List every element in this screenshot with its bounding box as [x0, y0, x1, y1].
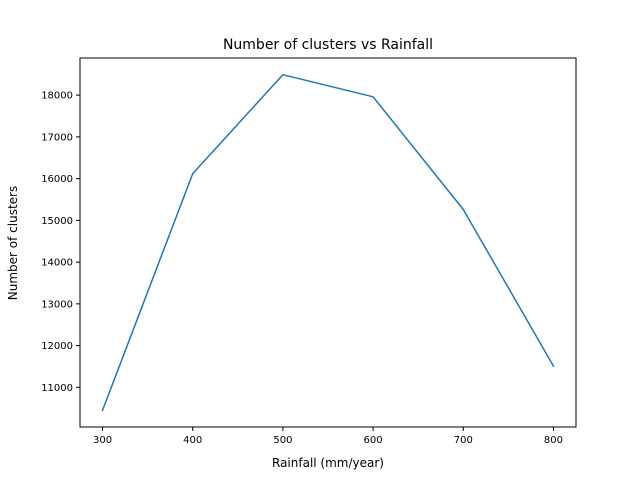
series-line — [101, 73, 555, 412]
x-tick-label: 600 — [364, 435, 383, 446]
x-axis-label: Rainfall (mm/year) — [272, 456, 384, 470]
y-tick-label: 18000 — [41, 91, 73, 102]
data-point — [462, 208, 465, 211]
y-tick-label: 13000 — [41, 299, 73, 310]
plot-frame — [79, 57, 577, 428]
y-axis: 11000 12000 13000 14000 15000 16000 17000 18000 — [41, 91, 80, 394]
y-tick-label: 15000 — [41, 216, 73, 227]
y-axis-label: Number of clusters — [6, 186, 20, 300]
x-tick-label: 800 — [544, 435, 563, 446]
plot-area — [101, 73, 555, 412]
x-tick-label: 700 — [454, 435, 473, 446]
data-point — [552, 365, 555, 367]
data-point — [101, 409, 104, 412]
y-tick-label: 17000 — [41, 132, 73, 143]
x-tick-label: 300 — [93, 435, 112, 446]
y-tick-label: 12000 — [41, 341, 73, 352]
x-tick-label: 400 — [183, 435, 202, 446]
x-tick-label: 500 — [273, 435, 292, 446]
data-point — [372, 96, 374, 98]
y-tick-label: 11000 — [41, 383, 73, 394]
x-axis: 300 400 500 600 700 800 — [93, 427, 563, 446]
data-point — [282, 73, 284, 76]
chart-title: Number of clusters vs Rainfall — [223, 37, 433, 53]
y-tick-label: 16000 — [41, 174, 73, 185]
data-point — [191, 172, 194, 175]
y-tick-label: 14000 — [41, 258, 73, 269]
